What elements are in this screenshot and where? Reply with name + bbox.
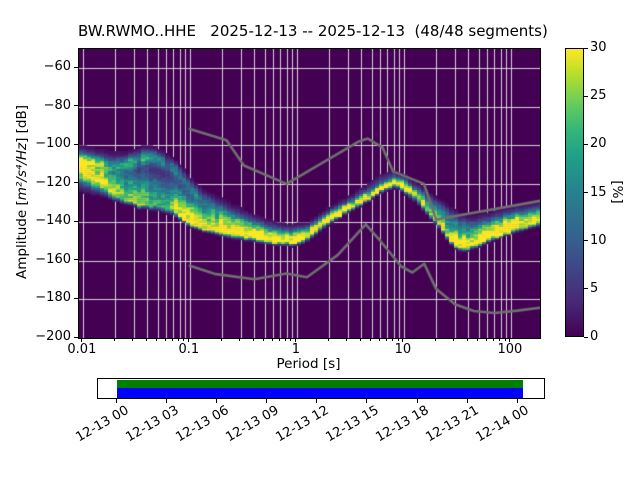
x-minor-tick <box>359 338 361 341</box>
x-minor-tick <box>220 338 222 341</box>
y-tick <box>74 66 78 68</box>
colorbar-tick <box>584 95 588 97</box>
main-plot-area <box>78 48 541 339</box>
y-tick <box>74 297 78 299</box>
colorbar-tick <box>584 336 588 338</box>
colorbar-tick <box>584 47 588 49</box>
x-minor-tick <box>477 338 479 341</box>
x-tick <box>295 338 297 342</box>
x-minor-tick <box>499 338 501 341</box>
timeline-coverage-top <box>117 380 523 388</box>
colorbar-tick-label: 25 <box>590 88 607 104</box>
x-minor-tick <box>327 338 329 341</box>
x-minor-tick <box>145 338 147 341</box>
y-tick-label: −200 <box>35 329 71 344</box>
x-minor-tick <box>183 338 185 341</box>
x-minor-tick <box>504 338 506 341</box>
timeline-tick <box>516 399 518 403</box>
x-minor-tick <box>434 338 436 341</box>
colorbar-tick-label: 10 <box>590 232 607 248</box>
x-minor-tick <box>278 338 280 341</box>
timeline-tick <box>166 399 168 403</box>
x-minor-tick <box>171 338 173 341</box>
x-minor-tick <box>263 338 265 341</box>
timeline-tick <box>266 399 268 403</box>
y-tick-label: −120 <box>35 174 71 190</box>
x-minor-tick <box>132 338 134 341</box>
colorbar-tick-label: 15 <box>590 184 607 200</box>
y-tick-label: −100 <box>35 136 71 152</box>
x-minor-tick <box>397 338 399 341</box>
plot-title: BW.RWMO..HHE 2025-12-13 -- 2025-12-13 (4… <box>78 22 548 40</box>
x-minor-tick <box>290 338 292 341</box>
x-minor-tick <box>378 338 380 341</box>
x-minor-tick <box>156 338 158 341</box>
x-tick-label: 0.01 <box>67 342 97 357</box>
x-minor-tick <box>239 338 241 341</box>
x-tick-label: 100 <box>497 342 523 357</box>
timeline-coverage-bottom <box>117 388 523 398</box>
y-tick-label: −80 <box>43 97 71 113</box>
colorbar <box>565 48 584 337</box>
x-minor-tick <box>370 338 372 341</box>
colorbar-tick <box>584 143 588 145</box>
y-tick <box>74 336 78 338</box>
y-tick <box>74 182 78 184</box>
x-minor-tick <box>285 338 287 341</box>
y-tick-label: −160 <box>35 251 71 267</box>
colorbar-label: [%] <box>609 180 625 204</box>
colorbar-tick <box>584 288 588 290</box>
x-tick-label: 1 <box>291 342 301 357</box>
colorbar-tick <box>584 240 588 242</box>
timeline-tick <box>216 399 218 403</box>
x-minor-tick <box>492 338 494 341</box>
x-tick-label: 0.1 <box>178 342 200 357</box>
y-tick <box>74 259 78 261</box>
y-tick <box>74 143 78 145</box>
x-minor-tick <box>113 338 115 341</box>
colorbar-tick <box>584 192 588 193</box>
x-tick <box>402 338 404 342</box>
x-minor-tick <box>178 338 179 341</box>
colorbar-tick-label: 0 <box>590 329 599 344</box>
ppsd-histogram-canvas <box>79 49 540 338</box>
colorbar-tick-label: 5 <box>590 280 599 296</box>
x-axis-label: Period [s] <box>276 356 341 372</box>
x-minor-tick <box>252 338 254 341</box>
x-minor-tick <box>485 338 487 341</box>
x-minor-tick <box>164 338 166 341</box>
timeline-tick <box>416 399 418 403</box>
x-minor-tick <box>385 338 387 341</box>
x-tick <box>509 338 511 342</box>
x-minor-tick <box>346 338 348 341</box>
colorbar-tick-label: 30 <box>590 40 607 55</box>
colorbar-gradient <box>566 49 583 336</box>
x-tick-label: 10 <box>394 342 412 357</box>
y-tick-label: −60 <box>43 59 71 75</box>
x-tick <box>81 338 83 342</box>
timeline-tick <box>116 399 118 403</box>
timeline-tick <box>366 399 368 403</box>
x-minor-tick <box>466 338 468 341</box>
timeline-axes <box>97 378 545 399</box>
timeline-tick <box>316 399 318 403</box>
y-tick <box>74 105 78 107</box>
colorbar-tick-label: 20 <box>590 136 607 152</box>
y-tick <box>74 220 78 222</box>
x-minor-tick <box>271 338 273 341</box>
x-minor-tick <box>453 338 455 341</box>
timeline-tick <box>466 399 468 403</box>
x-tick <box>188 338 190 342</box>
y-tick-label: −180 <box>35 290 71 306</box>
y-tick-label: −140 <box>35 213 71 229</box>
x-minor-tick <box>392 338 394 341</box>
